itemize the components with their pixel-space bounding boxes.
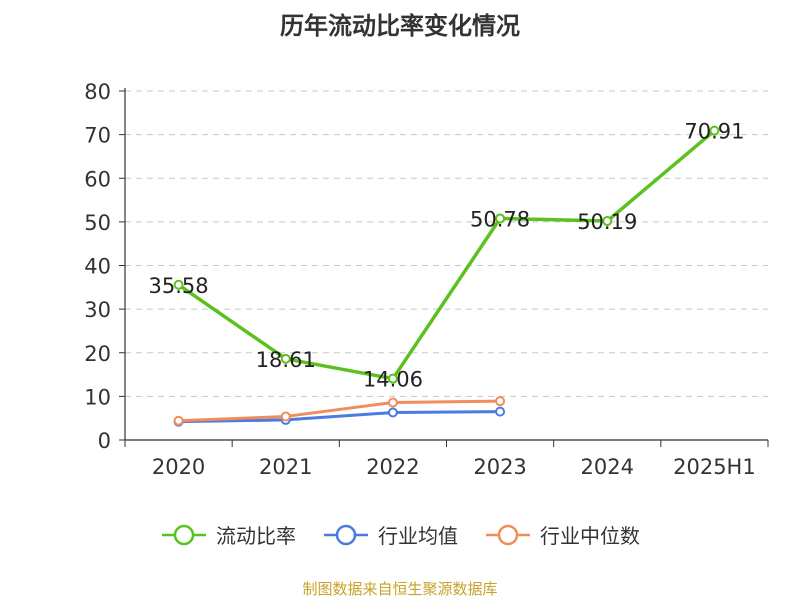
legend: 流动比率 行业均值 行业中位数 — [0, 520, 800, 549]
y-tick-label: 60 — [84, 167, 111, 191]
legend-label-industry-median: 行业中位数 — [540, 524, 640, 548]
data-label: 50.19 — [577, 210, 637, 234]
data-label: 35.58 — [149, 274, 209, 298]
x-tick-label: 2024 — [581, 455, 634, 479]
data-point-0 — [495, 213, 506, 224]
series-line-2 — [177, 399, 502, 423]
data-point-2 — [173, 415, 184, 426]
y-tick-label: 10 — [84, 385, 111, 409]
y-tick-label: 0 — [98, 429, 111, 453]
x-tick-label: 2021 — [259, 455, 312, 479]
x-tick-label: 2022 — [366, 455, 419, 479]
data-point-0 — [280, 353, 291, 364]
data-point-1 — [495, 406, 506, 417]
data-label: 50.78 — [470, 207, 530, 231]
data-point-2 — [495, 396, 506, 407]
series-line-1 — [177, 410, 502, 424]
legend-item-industry-median[interactable]: 行业中位数 — [484, 520, 640, 549]
data-label: 18.61 — [256, 348, 316, 372]
data-point-0 — [709, 125, 720, 136]
legend-marker-industry-median — [486, 524, 530, 545]
data-point-0 — [387, 373, 398, 384]
x-tick-label: 2025H1 — [673, 455, 756, 479]
data-label: 70.91 — [684, 120, 744, 144]
data-point-2 — [280, 411, 291, 422]
y-tick-label: 70 — [84, 124, 111, 148]
y-tick-label: 40 — [84, 255, 111, 279]
y-tick-label: 20 — [84, 342, 111, 366]
source-note: 制图数据来自恒生聚源数据库 — [302, 580, 498, 598]
data-point-1 — [387, 407, 398, 418]
data-label: 14.06 — [363, 368, 423, 392]
y-tick-label: 80 — [84, 80, 111, 104]
data-point-0 — [602, 216, 613, 227]
legend-marker-industry-mean — [324, 524, 368, 545]
x-tick-label: 2020 — [152, 455, 205, 479]
data-point-0 — [173, 279, 184, 290]
legend-item-industry-mean[interactable]: 行业均值 — [322, 520, 458, 549]
chart-title: 历年流动比率变化情况 — [280, 12, 520, 40]
series-line-0 — [176, 128, 717, 381]
legend-marker-current-ratio — [162, 524, 206, 545]
legend-label-current-ratio: 流动比率 — [216, 524, 296, 548]
y-tick-label: 50 — [84, 211, 111, 235]
data-point-2 — [387, 397, 398, 408]
legend-item-current-ratio[interactable]: 流动比率 — [160, 520, 296, 549]
x-tick-label: 2023 — [473, 455, 526, 479]
y-tick-label: 30 — [84, 298, 111, 322]
legend-label-industry-mean: 行业均值 — [378, 524, 458, 548]
